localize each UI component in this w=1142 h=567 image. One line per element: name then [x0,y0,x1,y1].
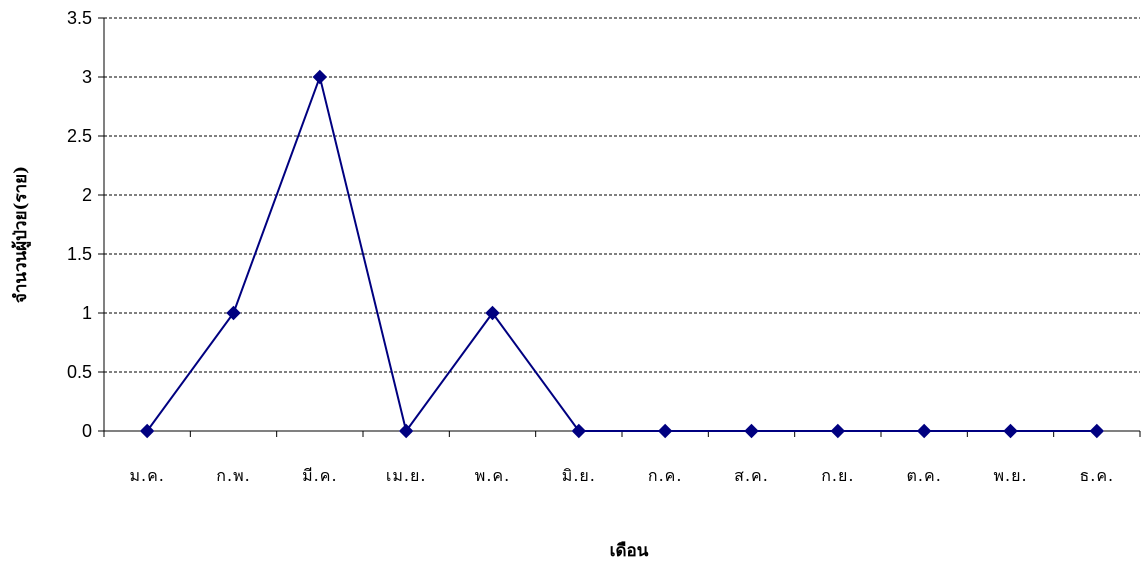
data-point [398,423,414,439]
y-axis-ticks: 0 0.5 1 1.5 2 2.5 3 3.5 [67,8,104,441]
data-point [139,423,155,439]
x-axis-title: เดือน [610,540,649,561]
data-point [485,305,500,321]
axes [103,18,1140,432]
data-point [571,423,587,439]
x-tick-label: ก.ค. [648,466,683,485]
x-tick-label: ม.ค. [129,466,164,485]
x-tick-label: ต.ค. [907,466,942,485]
data-point [1003,423,1018,439]
x-tick-label: มิ.ย. [562,466,596,485]
y-tick-label: 2.5 [67,126,92,146]
y-tick-label: 0 [82,421,92,441]
x-tick-label: ธ.ค. [1080,466,1115,485]
gridlines [104,17,1140,373]
x-tick-label: พ.ค. [475,466,510,485]
data-point [916,423,932,439]
x-tick-label: ส.ค. [734,466,769,485]
y-tick-label: 0.5 [67,362,92,382]
data-point [744,423,759,439]
y-tick-label: 3 [82,67,92,87]
y-tick-label: 2 [82,185,92,205]
data-point [312,69,328,85]
data-point [1089,423,1105,439]
x-tick-label: เม.ย. [386,466,427,485]
y-tick-label: 1.5 [67,244,92,264]
series-line [146,73,1097,434]
data-point [657,423,673,439]
data-point [830,423,846,439]
y-tick-label: 3.5 [67,8,92,28]
y-tick-label: 1 [82,303,92,323]
x-axis-ticks: ม.ค. ก.พ. มี.ค. เม.ย. พ.ค. มิ.ย. ก.ค. ส.ค. ก.ย. ต… [103,431,1141,485]
y-axis-title: จำนวนผู้ป่วย(ราย) [11,166,32,303]
x-tick-label: มี.ค. [302,466,337,485]
x-tick-label: ก.ย. [821,466,854,485]
data-point [226,305,241,321]
series [139,69,1105,439]
x-tick-label: ก.พ. [216,466,250,485]
x-tick-label: พ.ย. [993,466,1027,485]
